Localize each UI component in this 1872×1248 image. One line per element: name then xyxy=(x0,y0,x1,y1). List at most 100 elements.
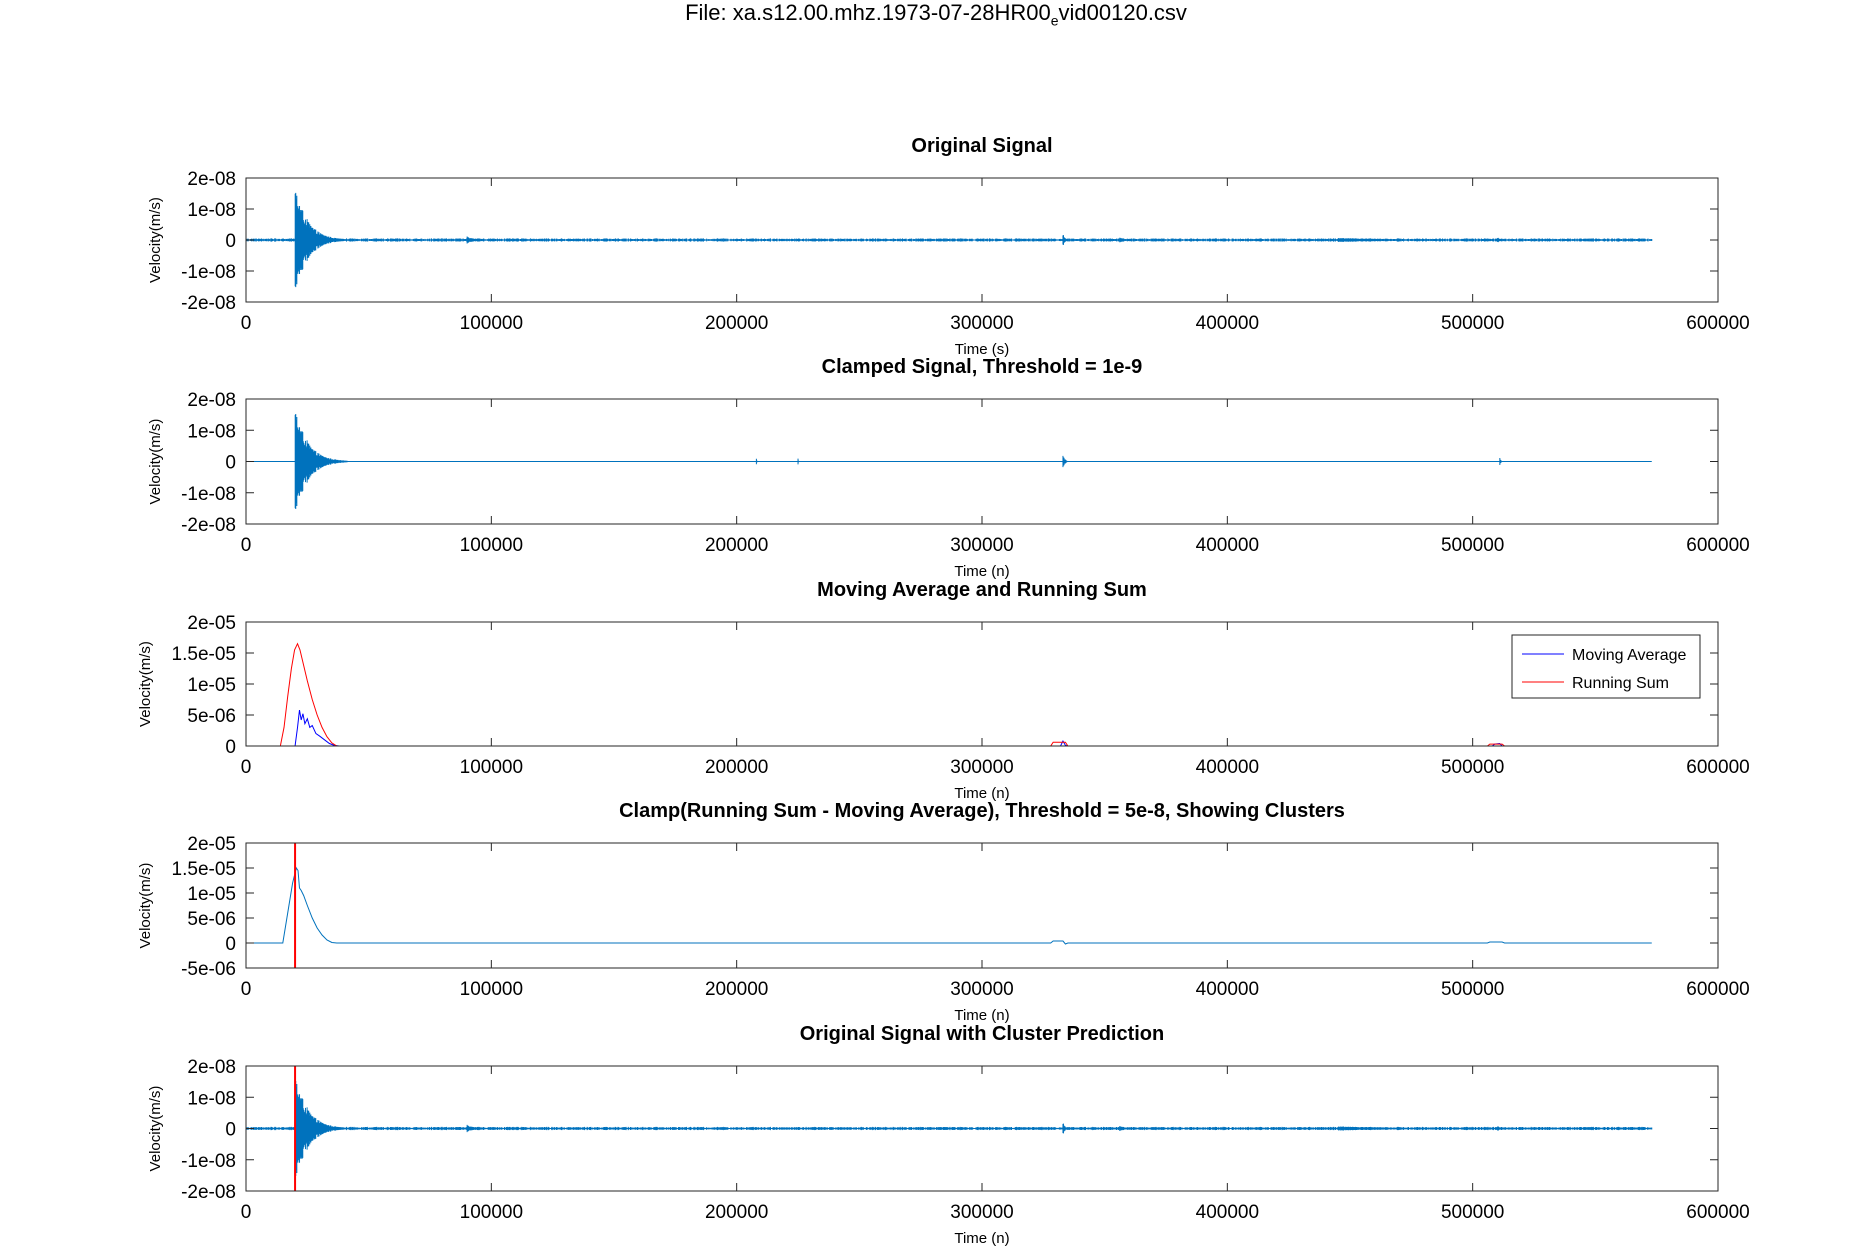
y-axis-label: Velocity(m/s) xyxy=(147,419,164,505)
x-tick-label: 300000 xyxy=(950,535,1013,556)
x-tick-label: 500000 xyxy=(1441,1202,1504,1223)
y-tick-label: 2e-08 xyxy=(187,1057,236,1078)
x-tick-label: 0 xyxy=(241,979,252,1000)
subplot-4: Clamp(Running Sum - Moving Average), Thr… xyxy=(137,800,1750,1024)
subplot-title: Clamp(Running Sum - Moving Average), Thr… xyxy=(619,800,1345,822)
x-tick-label: 600000 xyxy=(1686,535,1749,556)
x-tick-label: 600000 xyxy=(1686,313,1749,334)
y-tick-label: 1e-05 xyxy=(187,884,236,905)
signal-series xyxy=(246,192,1653,288)
x-tick-label: 200000 xyxy=(705,757,768,778)
x-tick-label: 100000 xyxy=(460,1202,523,1223)
running-sum-series xyxy=(246,642,1652,746)
x-tick-label: 500000 xyxy=(1441,979,1504,1000)
y-tick-label: 5e-06 xyxy=(187,706,236,727)
y-tick-label: 1e-05 xyxy=(187,675,236,696)
subplot-title: Original Signal with Cluster Prediction xyxy=(800,1023,1165,1045)
subplot-5: Original Signal with Cluster Prediction 0… xyxy=(147,1023,1750,1247)
plot-area xyxy=(246,1066,1653,1191)
x-tick-label: 300000 xyxy=(950,979,1013,1000)
y-tick-label: 1e-08 xyxy=(187,1088,236,1109)
plot-area xyxy=(246,843,1652,968)
subplot-title: Clamped Signal, Threshold = 1e-9 xyxy=(822,356,1143,378)
signal-series xyxy=(246,1080,1653,1177)
y-tick-label: 1.5e-05 xyxy=(172,859,236,880)
legend-entry: Running Sum xyxy=(1572,675,1669,692)
x-tick-label: 400000 xyxy=(1196,535,1259,556)
figure-title: File: xa.s12.00.mhz.1973-07-28HR00evid00… xyxy=(0,0,1872,28)
x-tick-label: 100000 xyxy=(460,979,523,1000)
legend-entry: Moving Average xyxy=(1572,647,1687,664)
legend: Moving Average Running Sum xyxy=(1511,634,1701,699)
x-tick-label: 500000 xyxy=(1441,535,1504,556)
moving-average-series xyxy=(246,709,1652,746)
y-tick-label: 0 xyxy=(225,231,236,252)
y-axis-label: Velocity(m/s) xyxy=(147,1086,164,1172)
x-axis-label: Time (s) xyxy=(955,341,1009,358)
y-tick-label: 0 xyxy=(225,453,236,474)
signal-series xyxy=(246,413,1652,510)
x-tick-label: 400000 xyxy=(1196,979,1259,1000)
x-tick-label: 200000 xyxy=(705,313,768,334)
subplot-3: Moving Average and Running Sum 0 100000 200… xyxy=(137,579,1750,802)
subplot-2: Clamped Signal, Threshold = 1e-9 0 100000 2… xyxy=(147,356,1750,580)
y-tick-label: 1e-08 xyxy=(187,421,236,442)
y-tick-label: -5e-06 xyxy=(181,959,236,980)
y-tick-label: 2e-05 xyxy=(187,613,236,634)
legend-box xyxy=(1511,634,1701,699)
x-tick-label: 400000 xyxy=(1196,1202,1259,1223)
x-tick-label: 100000 xyxy=(460,535,523,556)
subplot-1: Original Signal 0 100000 200000 300000 400000… xyxy=(147,135,1750,358)
x-axis-label: Time (n) xyxy=(954,785,1009,802)
y-tick-label: 2e-08 xyxy=(187,390,236,411)
y-tick-label: -2e-08 xyxy=(181,515,236,536)
signal-series xyxy=(246,866,1652,945)
y-tick-label: 1.5e-05 xyxy=(172,644,236,665)
y-tick-label: 2e-08 xyxy=(187,169,236,190)
x-tick-label: 600000 xyxy=(1686,1202,1749,1223)
y-tick-label: 0 xyxy=(225,737,236,758)
y-tick-label: -1e-08 xyxy=(181,1151,236,1172)
x-tick-label: 100000 xyxy=(460,313,523,334)
x-tick-label: 0 xyxy=(241,1202,252,1223)
x-axis-label: Time (n) xyxy=(954,1007,1009,1024)
y-tick-label: 0 xyxy=(225,934,236,955)
x-tick-label: 500000 xyxy=(1441,313,1504,334)
y-tick-label: -2e-08 xyxy=(181,293,236,314)
x-tick-label: 500000 xyxy=(1441,757,1504,778)
y-tick-label: -1e-08 xyxy=(181,262,236,283)
x-tick-label: 400000 xyxy=(1196,757,1259,778)
x-tick-label: 200000 xyxy=(705,1202,768,1223)
x-tick-label: 300000 xyxy=(950,313,1013,334)
y-tick-label: -1e-08 xyxy=(181,484,236,505)
subplot-title: Moving Average and Running Sum xyxy=(817,579,1147,601)
y-tick-label: 0 xyxy=(225,1120,236,1141)
x-tick-label: 400000 xyxy=(1196,313,1259,334)
x-tick-label: 600000 xyxy=(1686,757,1749,778)
x-tick-label: 300000 xyxy=(950,1202,1013,1223)
x-tick-label: 100000 xyxy=(460,757,523,778)
axes-box xyxy=(245,621,1719,747)
x-axis-label: Time (n) xyxy=(954,1230,1009,1247)
y-axis-label: Velocity(m/s) xyxy=(147,197,164,283)
y-tick-label: 1e-08 xyxy=(187,200,236,221)
plot-area xyxy=(246,192,1653,288)
x-tick-label: 0 xyxy=(241,757,252,778)
x-tick-label: 200000 xyxy=(705,979,768,1000)
y-axis-label: Velocity(m/s) xyxy=(137,863,154,949)
figure-title-subscript: e xyxy=(1050,12,1059,29)
figure-title-end: vid00120.csv xyxy=(1058,0,1187,25)
plot-area xyxy=(246,642,1652,746)
plot-area xyxy=(246,413,1652,510)
x-axis-label: Time (n) xyxy=(954,563,1009,580)
y-axis-label: Velocity(m/s) xyxy=(137,641,154,727)
y-tick-label: 5e-06 xyxy=(187,909,236,930)
subplot-title: Original Signal xyxy=(911,135,1052,157)
x-tick-label: 300000 xyxy=(950,757,1013,778)
x-tick-label: 0 xyxy=(241,313,252,334)
figure-title-main: File: xa.s12.00.mhz.1973-07-28HR00 xyxy=(685,0,1051,25)
axes-box xyxy=(245,842,1719,969)
y-tick-label: 2e-05 xyxy=(187,834,236,855)
x-tick-label: 0 xyxy=(241,535,252,556)
